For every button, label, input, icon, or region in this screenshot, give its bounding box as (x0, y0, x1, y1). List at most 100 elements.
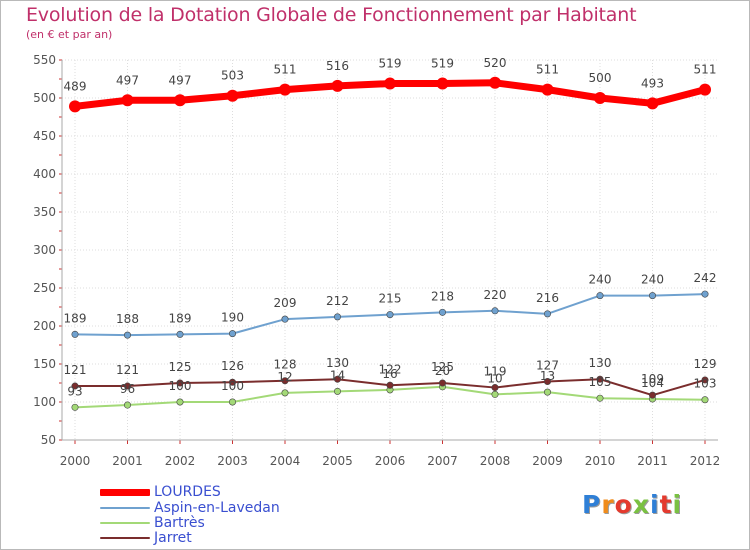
data-point-lourdes-2002 (174, 94, 186, 107)
x-tick-label-2005: 2005 (322, 454, 353, 468)
data-label-bartr-s-2011: 104 (641, 376, 664, 390)
y-tick-label-100: 100 (33, 395, 56, 409)
data-label-jarret-2005: 130 (326, 356, 349, 370)
data-point-lourdes-2010 (594, 92, 606, 104)
data-label-aspin-en-lavedan-2004: 209 (274, 296, 297, 310)
data-label-bartr-s-2002: 100 (169, 379, 192, 393)
data-point-jarret-2003 (229, 378, 237, 386)
data-label-jarret-2012: 129 (694, 357, 717, 371)
data-label-lourdes-2000: 489 (64, 79, 87, 93)
data-point-lourdes-2012 (699, 83, 711, 96)
data-label-aspin-en-lavedan-2003: 190 (221, 311, 244, 325)
data-label-aspin-en-lavedan-2007: 218 (431, 289, 454, 303)
legend-label-aspin-en-lavedan: Aspin-en-Lavedan (154, 500, 280, 516)
data-label-lourdes-2005: 516 (326, 59, 349, 73)
data-point-lourdes-2011 (646, 97, 659, 110)
proxiti-logo: Proxiti (582, 490, 682, 519)
legend-swatch-aspin-en-lavedan (100, 507, 150, 509)
data-point-bartr-s-2000 (71, 403, 79, 411)
data-point-bartr-s-2002 (176, 398, 184, 406)
data-point-jarret-2012 (701, 376, 709, 384)
data-point-lourdes-2001 (121, 94, 134, 107)
data-label-aspin-en-lavedan-2008: 220 (484, 288, 507, 302)
value-label-layer: 489 497 497 503 511 516 519 519 520 511 500 493 511 1… (64, 56, 717, 399)
x-tick-label-2010: 2010 (585, 454, 616, 468)
data-point-aspin-en-lavedan-2000 (71, 330, 79, 338)
data-point-jarret-2005 (333, 375, 341, 383)
axis-layer: 50 100 150 200 250 300 350 400 450 500 550 2000 2001… (33, 53, 720, 468)
y-tick-label-400: 400 (33, 167, 56, 181)
data-label-jarret-2000: 121 (64, 363, 87, 377)
data-point-jarret-2004 (281, 377, 289, 385)
legend-swatch-jarret (100, 537, 150, 539)
data-point-bartr-s-2008 (491, 390, 499, 398)
data-label-lourdes-2003: 503 (221, 69, 244, 83)
legend-label-lourdes: LOURDES (154, 484, 221, 500)
data-point-jarret-2009 (543, 377, 551, 385)
x-tick-label-2007: 2007 (427, 454, 458, 468)
data-label-bartr-s-2007: 20 (435, 364, 450, 378)
data-label-aspin-en-lavedan-2012: 242 (694, 271, 717, 285)
y-tick-label-500: 500 (33, 91, 56, 105)
logo-letter: x (632, 490, 650, 519)
data-label-lourdes-2010: 500 (589, 71, 612, 85)
chart-subtitle: (en € et par an) (26, 28, 113, 41)
data-label-bartr-s-2008: 10 (487, 371, 502, 385)
data-point-aspin-en-lavedan-2005 (333, 313, 341, 321)
logo-letter: o (614, 490, 633, 519)
data-point-lourdes-2005 (331, 79, 344, 92)
data-label-aspin-en-lavedan-2002: 189 (169, 311, 192, 325)
data-point-lourdes-2000 (69, 100, 81, 113)
data-label-jarret-2004: 128 (274, 358, 297, 372)
series-layer (69, 76, 711, 411)
y-tick-label-150: 150 (33, 357, 56, 371)
data-point-aspin-en-lavedan-2003 (229, 330, 237, 338)
data-point-lourdes-2007 (436, 77, 449, 90)
data-point-jarret-2001 (124, 382, 132, 390)
data-point-bartr-s-2003 (229, 398, 237, 406)
data-point-bartr-s-2005 (333, 387, 341, 395)
data-point-jarret-2002 (176, 379, 184, 387)
data-label-bartr-s-2010: 105 (589, 375, 612, 389)
data-label-jarret-2002: 125 (169, 360, 192, 374)
logo-letter: r (601, 490, 615, 519)
logo-letter: i (672, 490, 683, 519)
data-label-aspin-en-lavedan-2006: 215 (379, 292, 402, 306)
data-label-lourdes-2009: 511 (536, 63, 559, 77)
legend-swatch-lourdes (100, 489, 150, 496)
data-point-aspin-en-lavedan-2010 (596, 292, 604, 300)
chart-title: Evolution de la Dotation Globale de Fonc… (26, 4, 637, 26)
data-point-aspin-en-lavedan-2011 (648, 292, 656, 300)
x-tick-label-2006: 2006 (375, 454, 406, 468)
logo-letter: i (650, 490, 660, 519)
data-point-bartr-s-2009 (543, 388, 551, 396)
data-label-bartr-s-2006: 16 (382, 367, 397, 381)
data-label-jarret-2009: 127 (536, 358, 559, 372)
data-point-jarret-2008 (491, 384, 499, 392)
x-tick-label-2003: 2003 (217, 454, 248, 468)
data-label-bartr-s-2012: 103 (694, 377, 717, 391)
data-point-aspin-en-lavedan-2004 (281, 315, 289, 323)
data-label-bartr-s-2001: 96 (120, 382, 135, 396)
data-point-jarret-2006 (386, 381, 394, 389)
data-label-aspin-en-lavedan-2000: 189 (64, 311, 87, 325)
data-label-aspin-en-lavedan-2009: 216 (536, 291, 559, 305)
data-label-lourdes-2004: 511 (274, 63, 297, 77)
data-point-aspin-en-lavedan-2009 (543, 310, 551, 318)
data-point-jarret-2010 (596, 375, 604, 383)
x-tick-label-2008: 2008 (480, 454, 511, 468)
data-point-bartr-s-2010 (596, 394, 604, 402)
data-label-lourdes-2012: 511 (694, 63, 717, 77)
data-label-lourdes-2001: 497 (116, 73, 139, 87)
logo-letter: t (659, 490, 673, 519)
data-point-jarret-2000 (71, 382, 79, 390)
data-label-lourdes-2011: 493 (641, 76, 664, 90)
data-label-jarret-2001: 121 (116, 363, 139, 377)
x-tick-label-2012: 2012 (690, 454, 721, 468)
x-tick-label-2011: 2011 (637, 454, 668, 468)
x-tick-label-2004: 2004 (270, 454, 301, 468)
data-label-lourdes-2002: 497 (169, 73, 192, 87)
y-tick-label-300: 300 (33, 243, 56, 257)
data-label-jarret-2010: 130 (589, 356, 612, 370)
